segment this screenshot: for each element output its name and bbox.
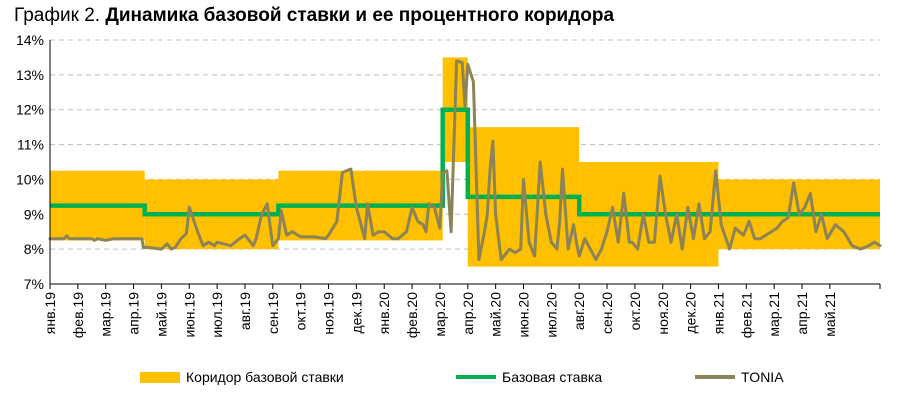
x-tick-label: июл.20 xyxy=(543,292,559,338)
legend-item-tonia: TONIA xyxy=(695,369,784,385)
base-rate-series xyxy=(50,107,880,217)
x-tick-label: фев.19 xyxy=(70,292,86,338)
y-tick-label: 12% xyxy=(16,102,44,118)
y-tick-label: 14% xyxy=(16,32,44,48)
x-tick-label: май.20 xyxy=(488,292,504,337)
y-tick-label: 13% xyxy=(16,67,44,83)
x-tick-label: ноя.19 xyxy=(321,292,337,335)
x-tick-label: ноя.20 xyxy=(655,292,671,335)
legend-label-tonia: TONIA xyxy=(741,369,784,385)
legend-item-base: Базовая ставка xyxy=(456,369,602,385)
x-tick-label: май.21 xyxy=(822,292,838,337)
x-tick-label: авг.19 xyxy=(237,292,253,330)
y-tick-label: 8% xyxy=(24,241,44,257)
chart-title-prefix: График 2. xyxy=(14,5,106,26)
x-tick-label: мар.21 xyxy=(766,292,782,337)
x-tick-label: окт.20 xyxy=(627,292,643,331)
legend-swatch-tonia xyxy=(695,375,735,379)
legend-label-corridor: Коридор базовой ставки xyxy=(186,369,344,385)
x-tick-label: июн.19 xyxy=(181,292,197,338)
axes: 7% 8% 9% 10% 11% 12% 13% 14% янв.19 фев.19 мар.19 а… xyxy=(16,32,881,338)
x-tick-label: июл.19 xyxy=(209,292,225,338)
x-tick-label: мар.19 xyxy=(98,292,114,337)
legend-swatch-corridor xyxy=(140,371,180,383)
x-tick-label: апр.19 xyxy=(126,292,142,335)
x-tick-label: окт.19 xyxy=(293,292,309,331)
x-tick-label: сен.19 xyxy=(265,292,281,334)
x-tick-label: июн.20 xyxy=(515,292,531,338)
tonia-line xyxy=(48,59,882,262)
x-tick-label: авг.20 xyxy=(571,292,587,330)
x-tick-label: янв.19 xyxy=(42,292,58,334)
x-tick-label: апр.21 xyxy=(794,292,810,335)
x-tick-label: мар.20 xyxy=(432,292,448,337)
legend: Коридор базовой ставки Базовая ставка TO… xyxy=(0,369,900,391)
x-tick-label: дек.20 xyxy=(683,292,699,334)
legend-label-base: Базовая ставка xyxy=(502,369,603,385)
chart-title: График 2. Динамика базовой ставки и ее п… xyxy=(14,5,614,27)
x-tick-label: фев.20 xyxy=(404,292,420,338)
legend-swatch-base xyxy=(456,375,496,379)
x-tick-label: янв.21 xyxy=(710,292,726,334)
y-tick-label: 11% xyxy=(17,137,44,153)
x-tick-label: янв.20 xyxy=(376,292,392,334)
x-tick-label: май.19 xyxy=(153,292,169,337)
legend-item-corridor: Коридор базовой ставки xyxy=(140,369,344,385)
chart-title-main: Динамика базовой ставки и ее процентного… xyxy=(105,5,615,26)
x-tick-label: сен.20 xyxy=(599,292,615,334)
y-tick-label: 7% xyxy=(24,276,44,292)
x-tick-label: фев.21 xyxy=(738,292,754,338)
base-rate-line xyxy=(50,107,880,217)
x-tick-label: дек.19 xyxy=(348,292,364,334)
x-tick-label: апр.20 xyxy=(460,292,476,335)
y-tick-label: 10% xyxy=(16,171,44,187)
tonia-series xyxy=(48,59,882,262)
y-tick-label: 9% xyxy=(24,206,44,222)
